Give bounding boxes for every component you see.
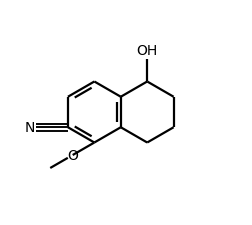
Text: O: O: [67, 148, 78, 162]
Text: OH: OH: [137, 44, 158, 58]
Text: N: N: [24, 121, 35, 135]
